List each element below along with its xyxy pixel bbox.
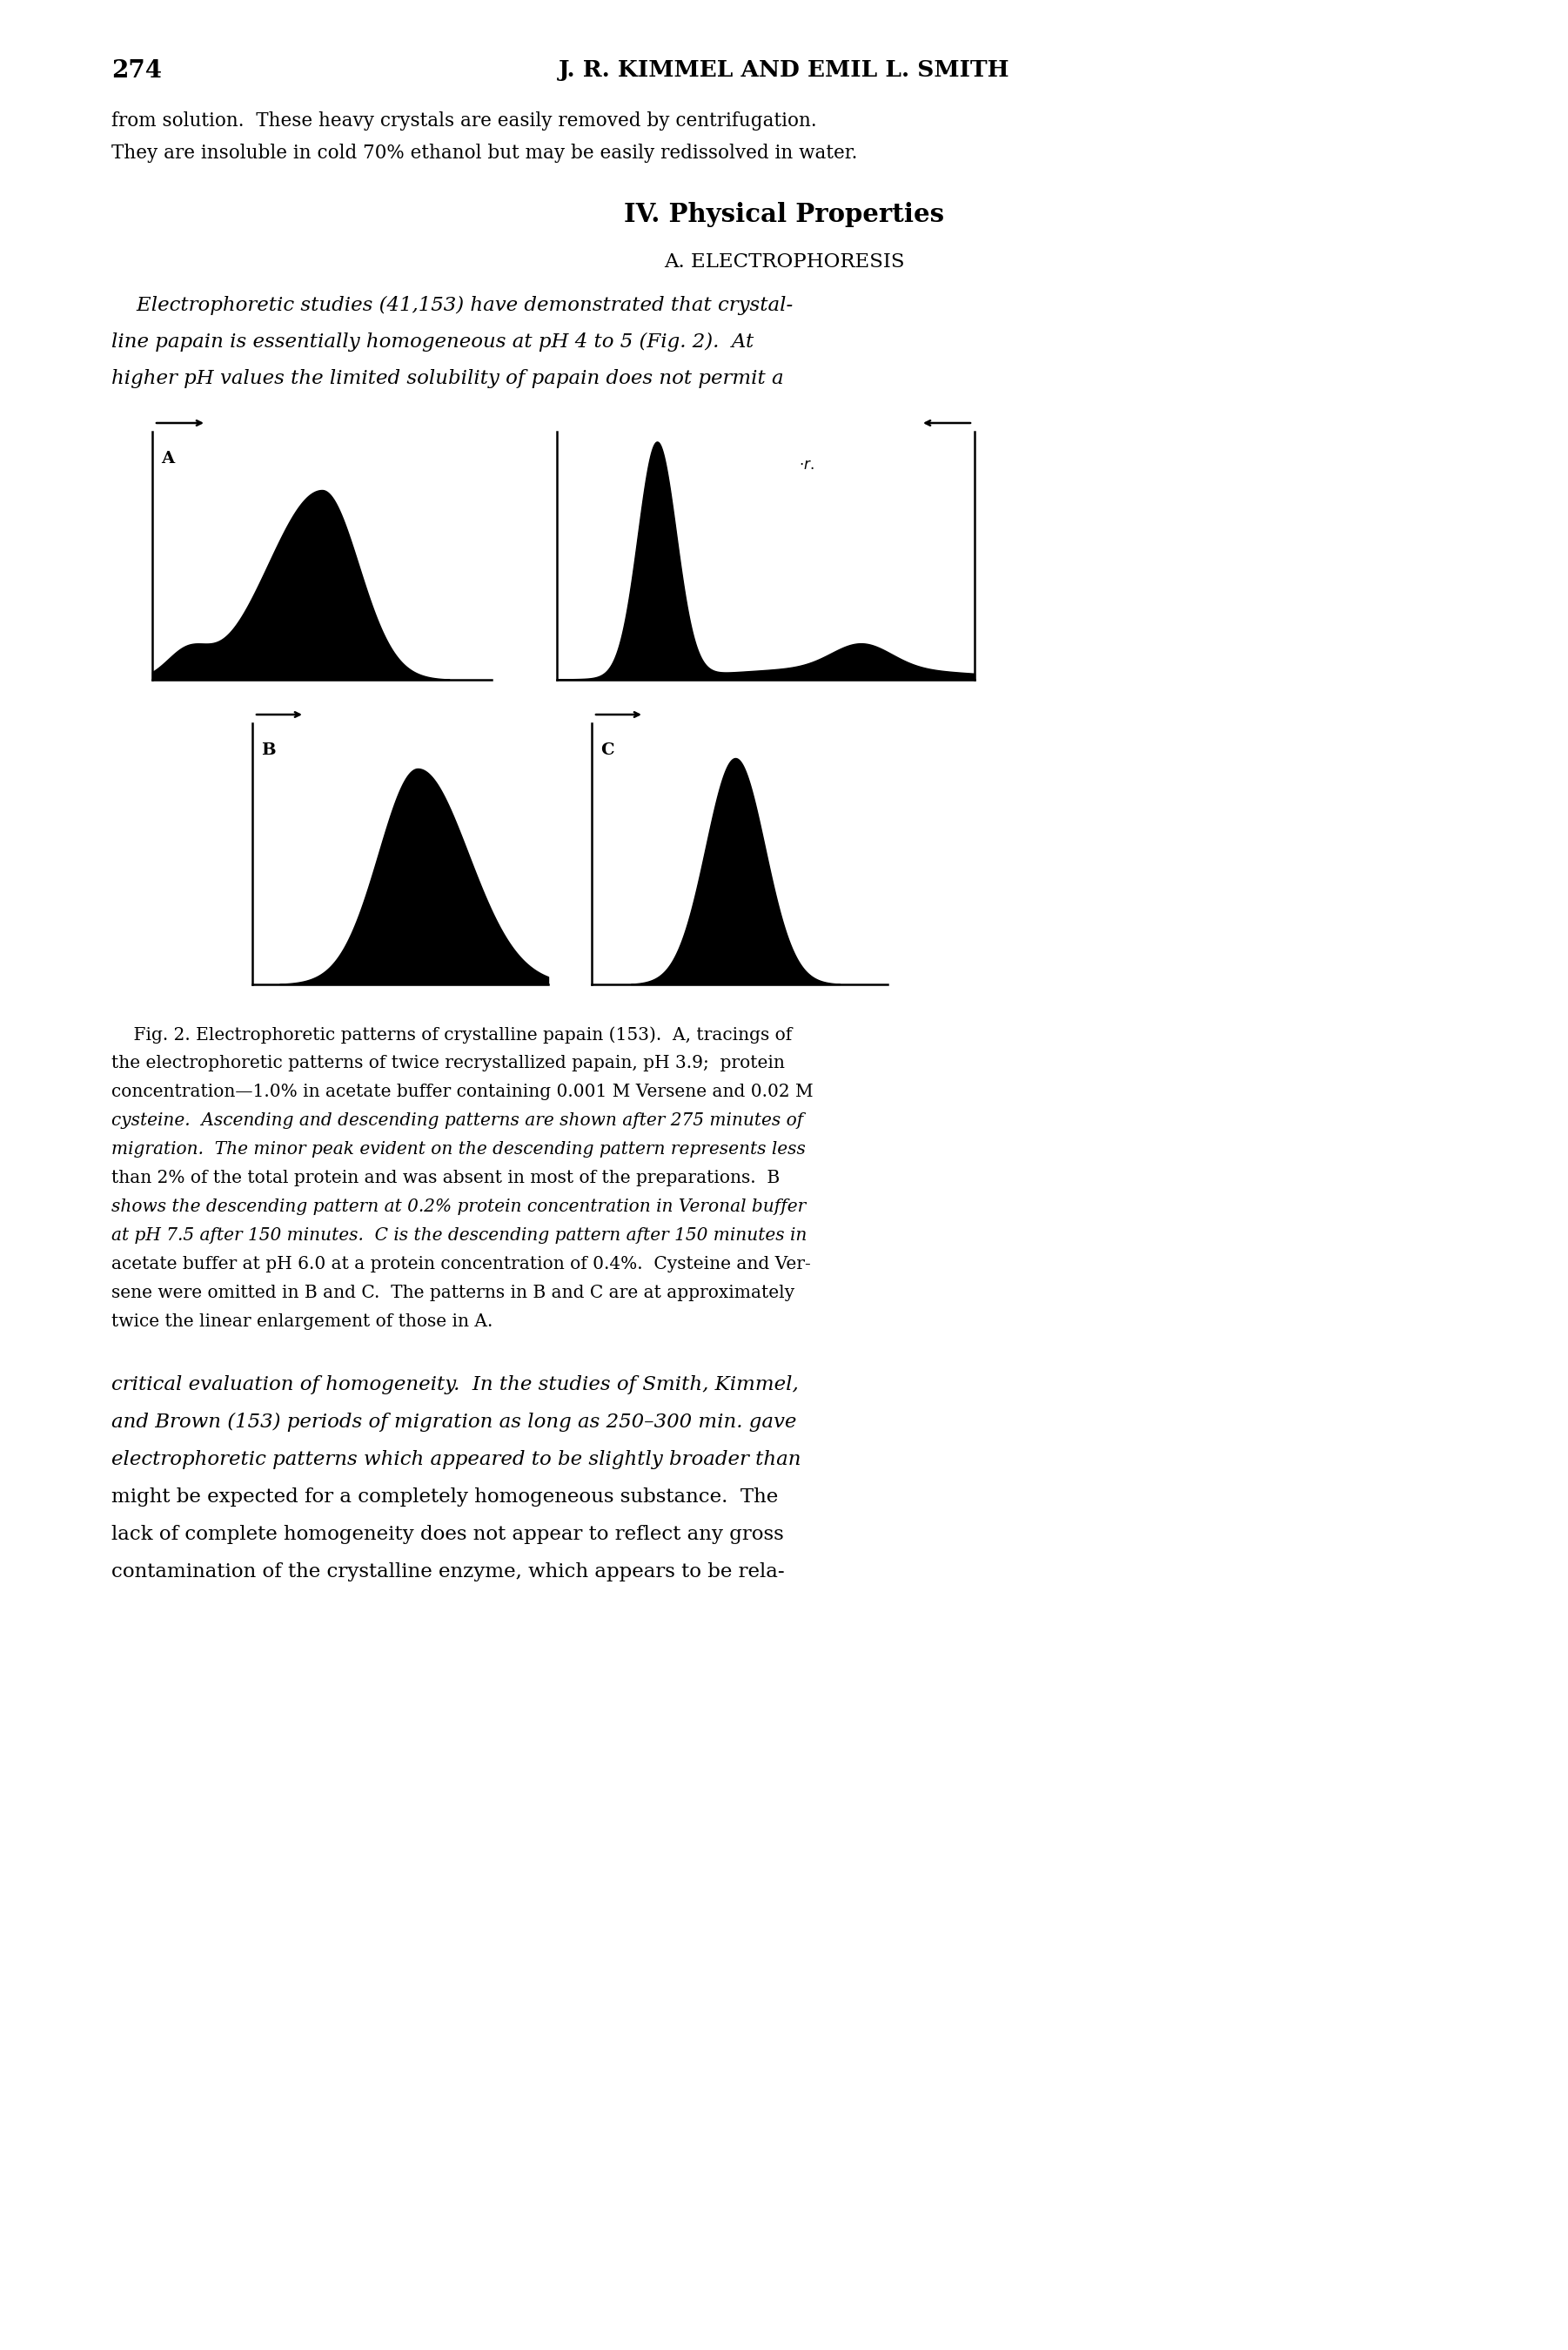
Text: A: A xyxy=(162,451,174,468)
Text: B: B xyxy=(260,743,276,759)
Text: acetate buffer at pH 6.0 at a protein concentration of 0.4%.  Cysteine and Ver-: acetate buffer at pH 6.0 at a protein co… xyxy=(111,1255,811,1271)
Text: and Brown (153) periods of migration as long as 250–300 min. gave: and Brown (153) periods of migration as … xyxy=(111,1412,797,1431)
Text: from solution.  These heavy crystals are easily removed by centrifugation.: from solution. These heavy crystals are … xyxy=(111,110,817,132)
Text: electrophoretic patterns which appeared to be slightly broader than: electrophoretic patterns which appeared … xyxy=(111,1450,801,1469)
Text: twice the linear enlargement of those in A.: twice the linear enlargement of those in… xyxy=(111,1314,492,1330)
Text: line papain is essentially homogeneous at pH 4 to 5 (Fig. 2).  At: line papain is essentially homogeneous a… xyxy=(111,331,754,352)
Text: might be expected for a completely homogeneous substance.  The: might be expected for a completely homog… xyxy=(111,1488,778,1506)
Text: $\cdot r.$: $\cdot r.$ xyxy=(800,458,814,472)
Text: at pH 7.5 after 150 minutes.  C is the descending pattern after 150 minutes in: at pH 7.5 after 150 minutes. C is the de… xyxy=(111,1227,808,1243)
Text: J. R. KIMMEL AND EMIL L. SMITH: J. R. KIMMEL AND EMIL L. SMITH xyxy=(558,59,1010,80)
Text: critical evaluation of homogeneity.  In the studies of Smith, Kimmel,: critical evaluation of homogeneity. In t… xyxy=(111,1375,798,1394)
Text: contamination of the crystalline enzyme, which appears to be rela-: contamination of the crystalline enzyme,… xyxy=(111,1563,784,1582)
Text: They are insoluble in cold 70% ethanol but may be easily redissolved in water.: They are insoluble in cold 70% ethanol b… xyxy=(111,143,858,162)
Text: C: C xyxy=(601,743,615,759)
Text: A. ELECTROPHORESIS: A. ELECTROPHORESIS xyxy=(663,251,905,273)
Text: IV. Physical Properties: IV. Physical Properties xyxy=(624,202,944,228)
Text: shows the descending pattern at 0.2% protein concentration in Veronal buffer: shows the descending pattern at 0.2% pro… xyxy=(111,1198,806,1215)
Text: Fig. 2. Electrophoretic patterns of crystalline papain (153).  A, tracings of: Fig. 2. Electrophoretic patterns of crys… xyxy=(111,1027,792,1043)
Text: lack of complete homogeneity does not appear to reflect any gross: lack of complete homogeneity does not ap… xyxy=(111,1525,784,1544)
Text: migration.  The minor peak evident on the descending pattern represents less: migration. The minor peak evident on the… xyxy=(111,1142,806,1159)
Text: sene were omitted in B and C.  The patterns in B and C are at approximately: sene were omitted in B and C. The patter… xyxy=(111,1285,795,1302)
Text: the electrophoretic patterns of twice recrystallized papain, pH 3.9;  protein: the electrophoretic patterns of twice re… xyxy=(111,1055,784,1072)
Text: 274: 274 xyxy=(111,59,162,82)
Text: concentration—1.0% in acetate buffer containing 0.001 M Versene and 0.02 M: concentration—1.0% in acetate buffer con… xyxy=(111,1083,814,1100)
Text: than 2% of the total protein and was absent in most of the preparations.  B: than 2% of the total protein and was abs… xyxy=(111,1170,779,1187)
Text: cysteine.  Ascending and descending patterns are shown after 275 minutes of: cysteine. Ascending and descending patte… xyxy=(111,1112,803,1128)
Text: Electrophoretic studies (41,153) have demonstrated that crystal-: Electrophoretic studies (41,153) have de… xyxy=(111,296,793,315)
Text: higher pH values the limited solubility of papain does not permit a: higher pH values the limited solubility … xyxy=(111,369,784,388)
